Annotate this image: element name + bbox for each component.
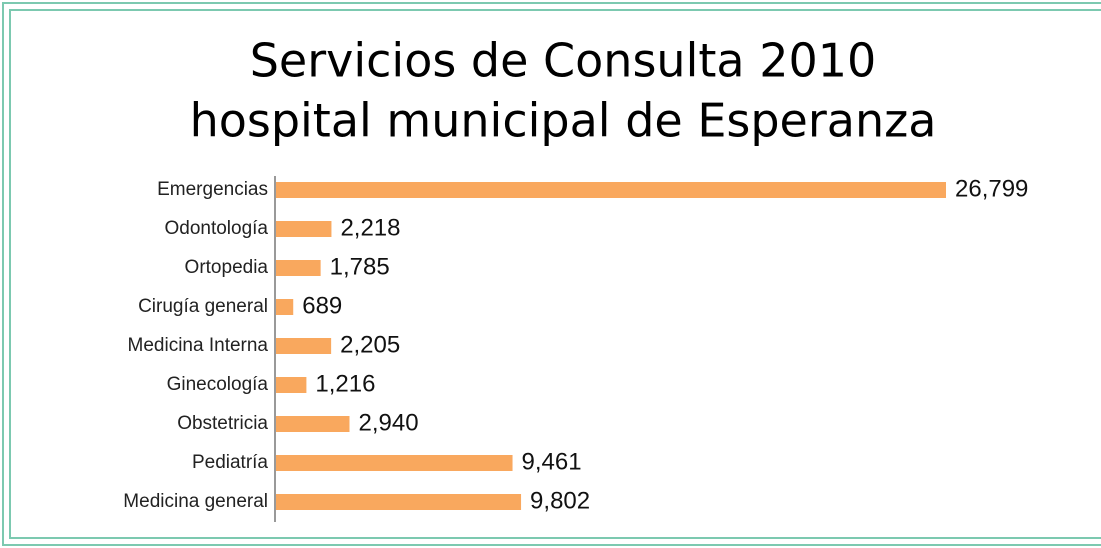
data-label: 2,940 xyxy=(359,409,419,436)
data-label: 1,785 xyxy=(330,253,390,280)
y-tick-label: Odontología xyxy=(164,218,268,239)
bar xyxy=(276,494,522,510)
data-label: 2,205 xyxy=(340,331,400,358)
bar xyxy=(276,182,946,198)
bar xyxy=(276,377,307,393)
y-tick-label: Ortopedia xyxy=(185,257,269,278)
data-label: 2,218 xyxy=(340,214,400,241)
bar xyxy=(276,221,332,237)
y-tick-label: Emergencias xyxy=(157,179,268,200)
y-tick-label: Medicina general xyxy=(123,491,268,512)
data-label: 1,216 xyxy=(315,370,375,397)
bar xyxy=(276,455,513,471)
chart-title: Servicios de Consulta 2010 xyxy=(250,34,877,88)
data-label: 9,802 xyxy=(530,487,590,514)
frame-inner xyxy=(9,9,1101,539)
bar xyxy=(276,338,332,354)
bar xyxy=(276,299,294,315)
y-tick-label: Cirugía general xyxy=(138,296,268,317)
chart-title: hospital municipal de Esperanza xyxy=(190,94,937,148)
bar xyxy=(276,416,350,432)
y-tick-label: Pediatría xyxy=(192,452,268,473)
data-label: 689 xyxy=(302,292,342,319)
data-label: 9,461 xyxy=(522,448,582,475)
bar xyxy=(276,260,321,276)
y-tick-label: Medicina Interna xyxy=(128,335,269,356)
y-tick-label: Ginecología xyxy=(167,374,269,395)
data-label: 26,799 xyxy=(955,175,1028,202)
y-tick-label: Obstetricia xyxy=(177,413,268,434)
